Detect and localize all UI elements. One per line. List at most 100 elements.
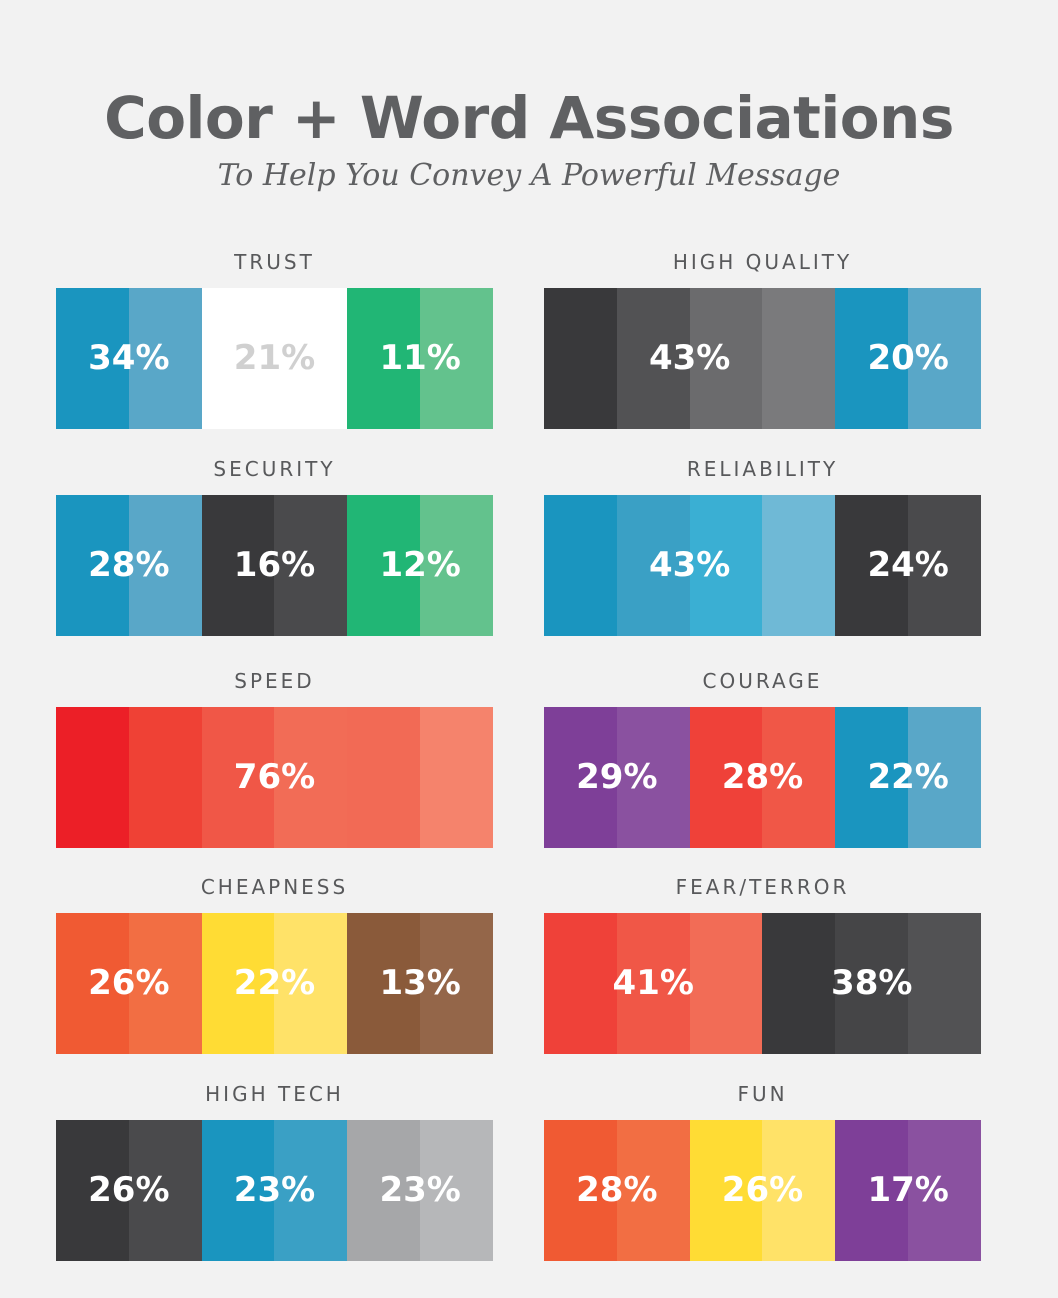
color-stripe [835, 707, 909, 848]
percent-label: 11% [379, 338, 461, 378]
percent-label: 26% [88, 963, 170, 1003]
percent-label: 26% [88, 1170, 170, 1210]
color-stripe [128, 913, 202, 1054]
percent-label: 43% [648, 338, 731, 378]
color-stripe [274, 495, 348, 636]
color-stripe [835, 1120, 909, 1261]
color-stripe [128, 495, 202, 636]
color-stripe [56, 707, 129, 848]
color-stripe [56, 288, 129, 429]
color-bar [56, 707, 493, 848]
color-stripe [420, 707, 493, 848]
color-stripe [420, 1120, 493, 1261]
percent-label: 28% [576, 1170, 658, 1210]
color-bar [544, 495, 981, 636]
color-stripe [689, 913, 763, 1054]
color-stripe [128, 288, 202, 429]
color-stripe [689, 1120, 763, 1261]
color-stripe [201, 707, 275, 848]
color-stripe [201, 1120, 275, 1261]
color-stripe [201, 913, 275, 1054]
panel-label: TRUST [234, 250, 315, 274]
color-stripe [347, 495, 421, 636]
color-bar [544, 288, 981, 429]
percent-label: 34% [88, 338, 170, 378]
color-stripe [56, 495, 129, 636]
color-stripe [347, 288, 421, 429]
percent-label: 26% [721, 1170, 804, 1210]
percent-label: 76% [233, 757, 316, 797]
color-stripe [762, 495, 836, 636]
color-stripe [908, 288, 981, 429]
panel-label: SPEED [234, 669, 315, 693]
color-stripe [347, 707, 421, 848]
percent-label: 21% [233, 338, 316, 378]
color-stripe [908, 707, 981, 848]
color-stripe [420, 495, 493, 636]
color-stripe [544, 913, 617, 1054]
color-stripe [128, 1120, 202, 1261]
color-bar [56, 495, 493, 636]
color-stripe [201, 495, 275, 636]
percent-label: 20% [867, 338, 949, 378]
color-stripe [908, 913, 981, 1054]
color-bar [56, 913, 493, 1054]
color-stripe [274, 1120, 348, 1261]
color-stripe [616, 288, 690, 429]
color-stripe [128, 707, 202, 848]
percent-label: 16% [233, 545, 316, 585]
color-stripe [616, 495, 690, 636]
percent-label: 28% [88, 545, 170, 585]
percent-label: 13% [379, 963, 461, 1003]
panel-label: HIGH TECH [205, 1082, 344, 1106]
color-stripe [762, 913, 836, 1054]
page-subtitle: To Help You Convey A Powerful Message [217, 158, 841, 193]
color-bar [544, 913, 981, 1054]
color-stripe [762, 288, 836, 429]
color-stripe [835, 495, 909, 636]
percent-label: 38% [831, 963, 913, 1003]
percent-label: 41% [612, 963, 694, 1003]
color-stripe [762, 1120, 836, 1261]
percent-label: 24% [867, 545, 949, 585]
color-bar [544, 1120, 981, 1261]
color-stripe [762, 707, 836, 848]
color-stripe [689, 707, 763, 848]
percent-label: 43% [648, 545, 731, 585]
color-bar [56, 1120, 493, 1261]
color-bar [56, 288, 493, 429]
percent-label: 22% [233, 963, 316, 1003]
percent-label: 28% [721, 757, 804, 797]
panel-label: RELIABILITY [686, 457, 839, 481]
panel-label: CHEAPNESS [200, 875, 349, 899]
color-stripe [420, 913, 493, 1054]
percent-label: 23% [379, 1170, 461, 1210]
color-stripe [908, 1120, 981, 1261]
color-stripe [347, 913, 421, 1054]
color-stripe [616, 913, 690, 1054]
color-stripe [56, 1120, 129, 1261]
color-stripe [420, 288, 493, 429]
color-stripe [544, 707, 617, 848]
color-stripe [616, 707, 690, 848]
percent-label: 23% [233, 1170, 316, 1210]
color-bar [544, 707, 981, 848]
panel-label: FUN [737, 1082, 788, 1106]
percent-label: 22% [867, 757, 949, 797]
page-title: Color + Word Associations [104, 84, 954, 152]
panel-label: FEAR/TERROR [675, 875, 850, 899]
panel-label: HIGH QUALITY [672, 250, 853, 274]
color-stripe [544, 288, 617, 429]
percent-label: 17% [867, 1170, 949, 1210]
color-stripe [616, 1120, 690, 1261]
color-stripe [274, 913, 348, 1054]
color-stripe [908, 495, 981, 636]
panel-label: SECURITY [213, 457, 336, 481]
percent-label: 29% [576, 757, 658, 797]
color-stripe [835, 913, 909, 1054]
color-stripe [347, 1120, 421, 1261]
color-stripe [274, 707, 348, 848]
panel-label: COURAGE [702, 669, 823, 693]
color-stripe [56, 913, 129, 1054]
color-stripe [544, 1120, 617, 1261]
